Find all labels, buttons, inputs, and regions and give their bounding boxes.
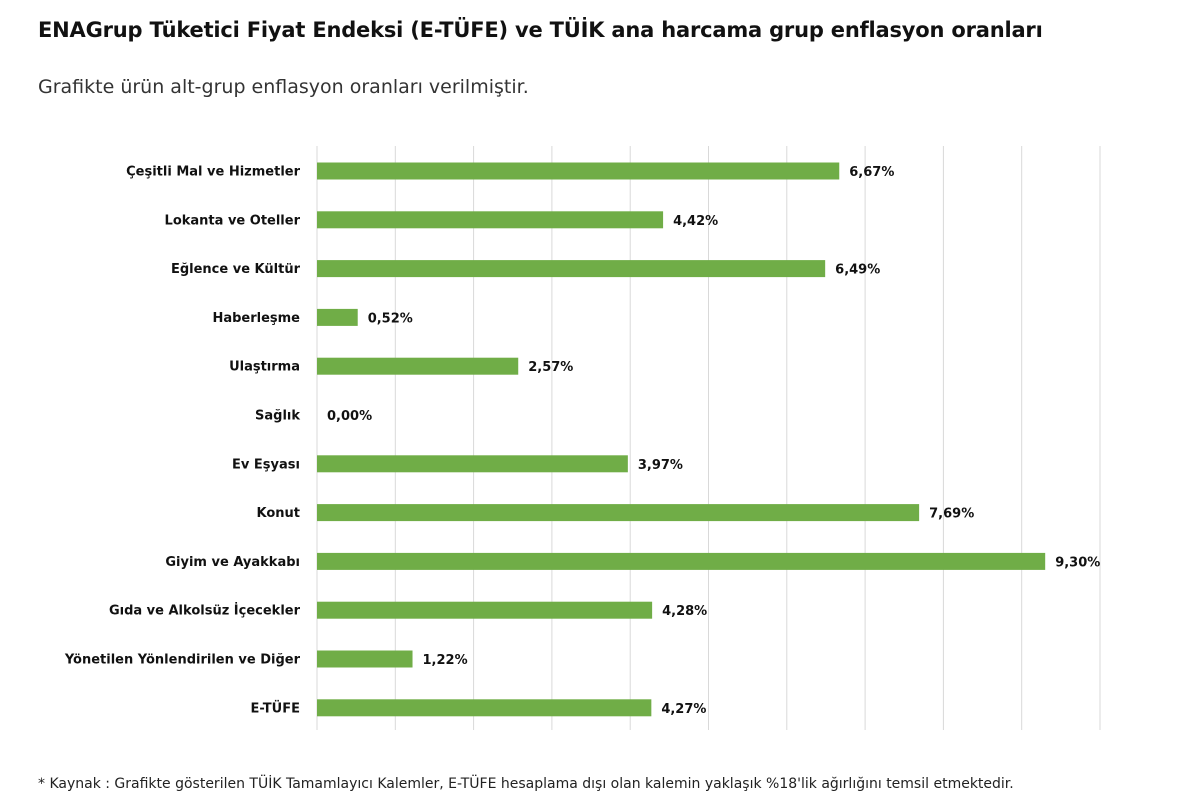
bar: [317, 504, 920, 522]
bar: [317, 211, 664, 229]
category-label: Eğlence ve Kültür: [171, 262, 301, 277]
category-label: Konut: [256, 506, 300, 521]
category-label: Giyim ve Ayakkabı: [165, 555, 300, 570]
bar: [317, 699, 652, 717]
category-label: Haberleşme: [212, 311, 300, 326]
category-label: Yönetilen Yönlendirilen ve Diğer: [64, 653, 301, 668]
value-label: 0,00%: [327, 409, 372, 424]
grid-lines: [316, 146, 1101, 730]
bars: [317, 162, 1046, 717]
bar: [317, 601, 653, 619]
bar: [317, 308, 358, 326]
bar: [317, 260, 826, 278]
bar: [317, 455, 628, 473]
value-label: 7,69%: [929, 507, 974, 522]
page-subtitle: Grafikte ürün alt-grup enflasyon oranlar…: [38, 76, 529, 98]
bar-chart: Çeşitli Mal ve Hizmetler 6,67% Lokanta ve …: [64, 146, 1101, 730]
value-label: 9,30%: [1055, 555, 1100, 570]
value-label: 6,67%: [849, 165, 894, 180]
value-label: 3,97%: [638, 458, 683, 473]
bar: [317, 357, 519, 375]
category-label: Lokanta ve Oteller: [165, 213, 301, 228]
value-label: 6,49%: [835, 263, 880, 278]
category-label: E-TÜFE: [250, 700, 300, 716]
category-label: Çeşitli Mal ve Hizmetler: [126, 165, 300, 180]
value-label: 4,42%: [673, 214, 718, 229]
category-label: Ev Eşyası: [232, 457, 300, 472]
value-label: 0,52%: [368, 311, 413, 326]
value-label: 1,22%: [423, 653, 468, 668]
labels: Çeşitli Mal ve Hizmetler 6,67% Lokanta ve …: [64, 165, 1100, 717]
page-title: ENAGrup Tüketici Fiyat Endeksi (E-TÜFE) …: [38, 18, 1043, 42]
bar: [317, 650, 413, 668]
bar: [317, 162, 840, 180]
category-label: Ulaştırma: [229, 360, 300, 375]
category-label: Gıda ve Alkolsüz İçecekler: [109, 603, 301, 619]
value-label: 2,57%: [528, 360, 573, 375]
value-label: 4,27%: [661, 702, 706, 717]
category-label: Sağlık: [255, 409, 300, 424]
source-footnote: * Kaynak : Grafikte gösterilen TÜİK Tama…: [38, 776, 1014, 792]
bar: [317, 552, 1046, 570]
value-label: 4,28%: [662, 604, 707, 619]
